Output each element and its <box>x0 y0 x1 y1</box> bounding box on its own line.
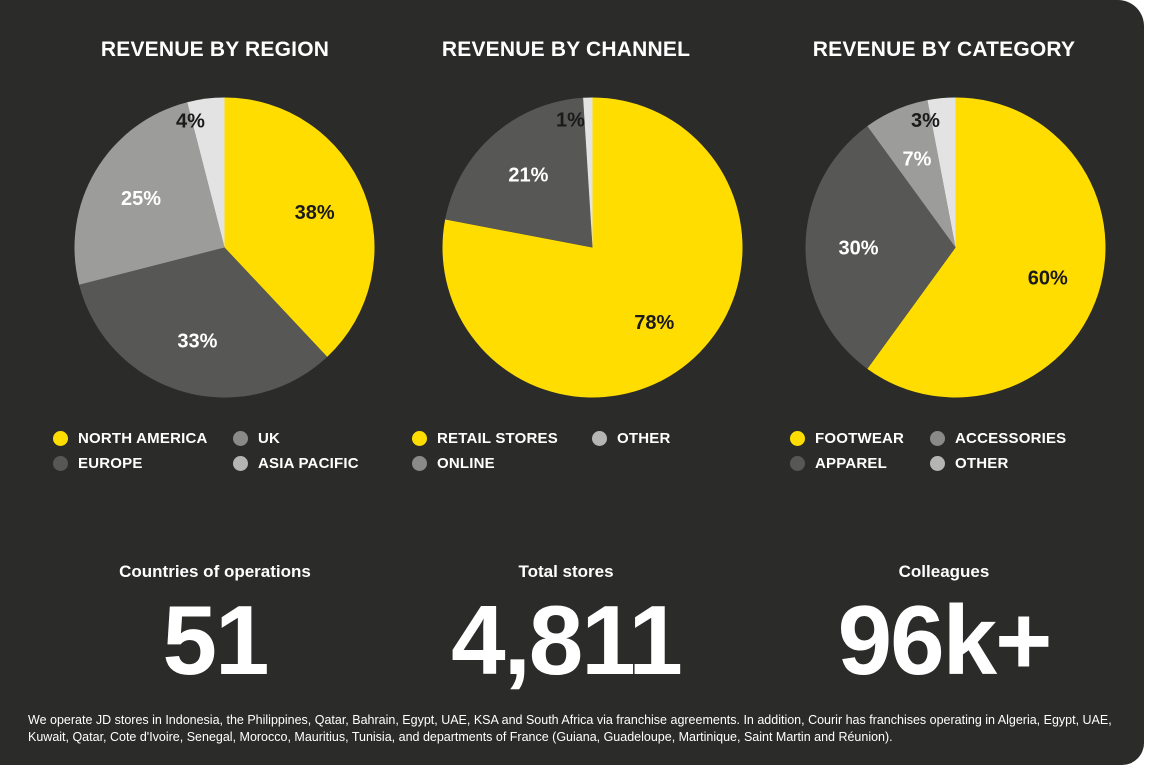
legend-swatch <box>930 456 945 471</box>
stat-total-stores: Total stores 4,811 <box>386 562 746 690</box>
legend-swatch <box>412 431 427 446</box>
footnote: We operate JD stores in Indonesia, the P… <box>28 713 1112 744</box>
stat-value: 4,811 <box>451 585 683 695</box>
stat-colleagues: Colleagues 96k+ <box>764 562 1124 690</box>
stat-label: Colleagues <box>898 562 990 581</box>
stat-value: 96k+ <box>837 585 1053 695</box>
legend-label: EUROPE <box>78 455 143 472</box>
legend-item-asia-pacific: ASIA PACIFIC <box>233 455 359 472</box>
slice-label-north-america: 38% <box>295 202 335 224</box>
legend-label: NORTH AMERICA <box>78 430 208 447</box>
legend-item-accessories: ACCESSORIES <box>930 430 1066 447</box>
legend-label: FOOTWEAR <box>815 430 905 447</box>
pie-slice-north-america <box>224 97 375 357</box>
legend-item-europe: EUROPE <box>53 455 143 472</box>
legend-item-retail-stores: RETAIL STORES <box>412 430 558 447</box>
slice-label-apparel: 30% <box>838 238 878 260</box>
legend-label: RETAIL STORES <box>437 430 558 447</box>
pie-chart-region: 38% 33% 25% 4% <box>74 97 375 398</box>
slice-label-retail-stores: 78% <box>634 312 674 334</box>
legend-swatch <box>233 456 248 471</box>
pie-slice-uk <box>74 102 225 285</box>
pie-slice-retail-stores <box>442 97 743 398</box>
stat-countries: Countries of operations 51 <box>35 562 395 690</box>
chart-title-category: REVENUE BY CATEGORY <box>812 38 1076 61</box>
pie-slice-other <box>583 97 593 248</box>
slice-label-other: 3% <box>911 110 940 132</box>
slice-label-accessories: 7% <box>903 149 932 171</box>
legend-label: ACCESSORIES <box>955 430 1067 447</box>
legend-swatch <box>592 431 607 446</box>
legend-label: APPAREL <box>815 455 887 472</box>
pie-slice-apparel <box>805 126 956 369</box>
legend-item-other: OTHER <box>930 455 1009 472</box>
legend-item-apparel: APPAREL <box>790 455 887 472</box>
legend-swatch <box>53 431 68 446</box>
legend-label: OTHER <box>617 430 671 447</box>
stat-label: Countries of operations <box>119 562 311 581</box>
legend-label: ASIA PACIFIC <box>258 455 359 472</box>
legend-swatch <box>790 431 805 446</box>
legend-item-other: OTHER <box>592 430 671 447</box>
legend-swatch <box>790 456 805 471</box>
legend-label: UK <box>258 430 281 447</box>
pie-chart-category: 60% 30% 7% 3% <box>805 97 1106 398</box>
slice-label-other: 1% <box>556 110 585 132</box>
slice-label-footwear: 60% <box>1028 268 1068 290</box>
legend-swatch <box>233 431 248 446</box>
pie-chart-channel: 78% 21% 1% <box>442 97 743 398</box>
pie-slice-other <box>927 97 956 248</box>
legend-swatch <box>930 431 945 446</box>
chart-title-channel: REVENUE BY CHANNEL <box>441 38 691 61</box>
legend-item-uk: UK <box>233 430 280 447</box>
slice-label-europe: 33% <box>177 331 217 353</box>
pie-slice-asia-pacific <box>187 97 225 248</box>
stat-label: Total stores <box>518 562 614 581</box>
pie-slice-europe <box>79 247 328 398</box>
slice-label-online: 21% <box>508 165 548 187</box>
legend-swatch <box>53 456 68 471</box>
legend-swatch <box>412 456 427 471</box>
legend-item-footwear: FOOTWEAR <box>790 430 904 447</box>
pie-slice-online <box>445 97 593 248</box>
legend-item-north-america: NORTH AMERICA <box>53 430 208 447</box>
chart-title-region: REVENUE BY REGION <box>100 38 330 61</box>
pie-slice-accessories <box>867 100 956 248</box>
legend-label: OTHER <box>955 455 1009 472</box>
pie-slice-footwear <box>867 97 1106 398</box>
slice-label-uk: 25% <box>121 188 161 210</box>
slice-label-asia-pacific: 4% <box>176 111 205 133</box>
stat-value: 51 <box>162 585 269 695</box>
legend-label: ONLINE <box>437 455 495 472</box>
legend-item-online: ONLINE <box>412 455 495 472</box>
